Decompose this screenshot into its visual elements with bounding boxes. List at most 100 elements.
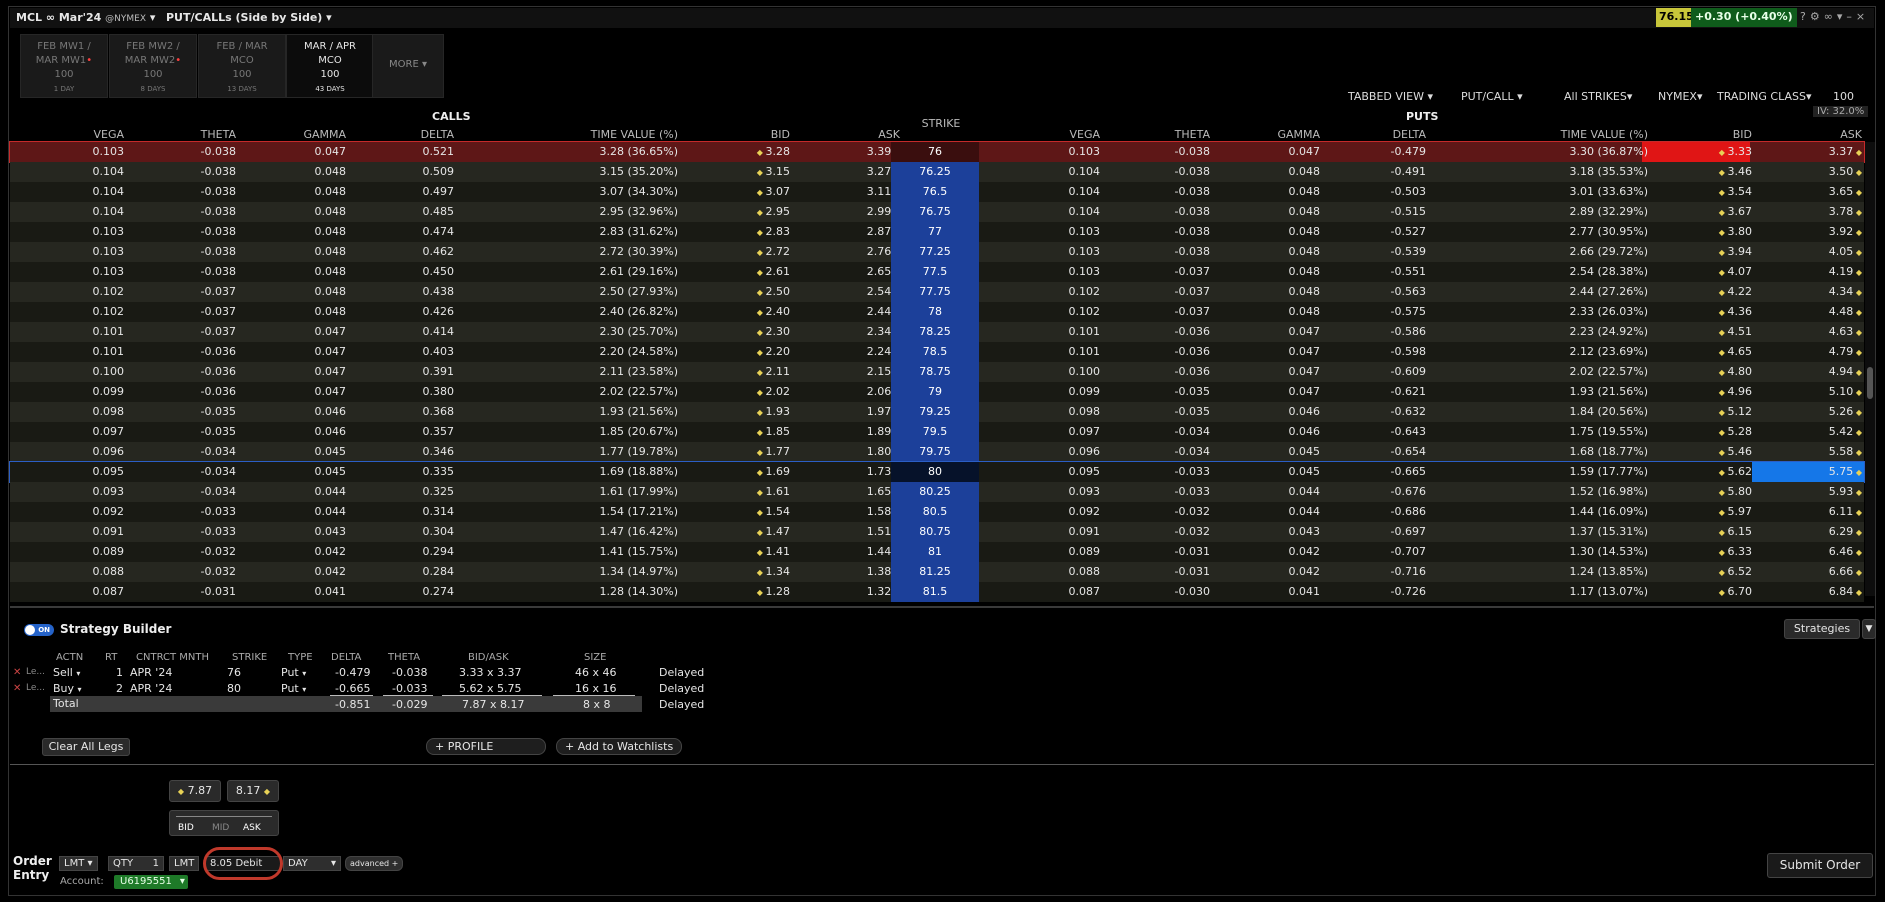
call-bid-cell[interactable]: ◆ 1.85 xyxy=(757,425,790,438)
close-icon[interactable]: × xyxy=(1855,10,1870,23)
put-bid-cell[interactable]: ◆ 4.80 xyxy=(1719,365,1752,378)
strike-cell[interactable]: 76 xyxy=(891,142,979,162)
calls-delta-header[interactable]: DELTA xyxy=(420,128,454,141)
call-bid-cell[interactable]: ◆ 2.20 xyxy=(757,345,790,358)
call-bid-cell[interactable]: ◆ 1.28 xyxy=(757,585,790,598)
strike-cell[interactable]: 81.5 xyxy=(891,582,979,602)
put-bid-cell[interactable]: ◆ 6.70 xyxy=(1719,585,1752,598)
ask-price-button[interactable]: 8.17 ◆ xyxy=(227,780,279,802)
leg-type[interactable]: Put ▾ xyxy=(281,666,306,679)
strike-cell[interactable]: 79.5 xyxy=(891,422,979,442)
clear-all-legs-button[interactable]: Clear All Legs xyxy=(42,738,130,756)
strike-cell[interactable]: 77.5 xyxy=(891,262,979,282)
put-bid-cell[interactable]: ◆ 5.80 xyxy=(1719,485,1752,498)
chain-row[interactable]: 0.101 -0.036 0.047 0.403 2.20 (24.58%) ◆ 2.20… xyxy=(10,342,1864,362)
scrollbar-thumb[interactable] xyxy=(1867,367,1873,399)
leg-strike[interactable]: 80 xyxy=(227,682,241,695)
calls-ask-header[interactable]: ASK xyxy=(878,128,900,141)
put-ask-cell[interactable]: 4.34 ◆ xyxy=(1829,285,1862,298)
strategies-dropdown-icon[interactable]: ▼ xyxy=(1862,619,1876,639)
strike-cell[interactable]: 81 xyxy=(891,542,979,562)
strike-cell[interactable]: 79.75 xyxy=(891,442,979,462)
add-to-watchlists-button[interactable]: + Add to Watchlists xyxy=(556,738,683,755)
put-bid-cell[interactable]: ◆ 5.28 xyxy=(1719,425,1752,438)
put-ask-cell[interactable]: 5.75 ◆ xyxy=(1829,465,1862,478)
advanced-button[interactable]: advanced + xyxy=(345,856,404,871)
put-ask-cell[interactable]: 4.19 ◆ xyxy=(1829,265,1862,278)
strategies-button[interactable]: Strategies xyxy=(1784,619,1860,639)
call-bid-cell[interactable]: ◆ 2.30 xyxy=(757,325,790,338)
call-bid-cell[interactable]: ◆ 3.28 xyxy=(757,145,790,158)
call-bid-cell[interactable]: ◆ 1.54 xyxy=(757,505,790,518)
calls-gamma-header[interactable]: GAMMA xyxy=(303,128,346,141)
put-ask-cell[interactable]: 6.46 ◆ xyxy=(1829,545,1862,558)
strike-cell[interactable]: 78.75 xyxy=(891,362,979,382)
leg-strike[interactable]: 76 xyxy=(227,666,241,679)
expiry-tab-2[interactable]: FEB / MAR MCO 100 13 DAYS xyxy=(198,34,286,98)
time-in-force-select[interactable]: DAY ▾ xyxy=(283,856,341,871)
leg-ratio[interactable]: 2 xyxy=(116,682,123,695)
strike-cell[interactable]: 76.5 xyxy=(891,182,979,202)
put-ask-cell[interactable]: 5.26 ◆ xyxy=(1829,405,1862,418)
slider-ask-label[interactable]: ASK xyxy=(243,823,261,833)
put-bid-cell[interactable]: ◆ 5.46 xyxy=(1719,445,1752,458)
slider-bid-label[interactable]: BID xyxy=(178,823,194,833)
chain-row[interactable]: 0.101 -0.037 0.047 0.414 2.30 (25.70%) ◆ 2.30… xyxy=(10,322,1864,342)
leg-action[interactable]: Sell ▾ xyxy=(53,666,80,679)
put-ask-cell[interactable]: 4.63 ◆ xyxy=(1829,325,1862,338)
order-type-select[interactable]: LMT ▾ xyxy=(59,856,98,871)
put-bid-cell[interactable]: ◆ 4.51 xyxy=(1719,325,1752,338)
call-bid-cell[interactable]: ◆ 2.83 xyxy=(757,225,790,238)
put-bid-cell[interactable]: ◆ 5.62 xyxy=(1719,465,1752,478)
put-bid-cell[interactable]: ◆ 3.54 xyxy=(1719,185,1752,198)
put-bid-cell[interactable]: ◆ 3.33 xyxy=(1719,145,1752,158)
chain-row[interactable]: 0.095 -0.034 0.045 0.335 1.69 (18.88%) ◆ 1.69… xyxy=(9,461,1865,483)
call-bid-cell[interactable]: ◆ 3.07 xyxy=(757,185,790,198)
put-bid-cell[interactable]: ◆ 3.67 xyxy=(1719,205,1752,218)
chain-row[interactable]: 0.102 -0.037 0.048 0.426 2.40 (26.82%) ◆ 2.40… xyxy=(10,302,1864,322)
calls-theta-header[interactable]: THETA xyxy=(200,128,236,141)
expiry-tab-1[interactable]: FEB MW2 / MAR MW2• 100 8 DAYS xyxy=(109,34,197,98)
call-bid-cell[interactable]: ◆ 1.41 xyxy=(757,545,790,558)
put-call-dropdown[interactable]: PUT/CALL ▾ xyxy=(1461,90,1523,103)
help-icon[interactable]: ? xyxy=(1800,10,1810,23)
put-bid-cell[interactable]: ◆ 4.96 xyxy=(1719,385,1752,398)
put-ask-cell[interactable]: 4.79 ◆ xyxy=(1829,345,1862,358)
call-bid-cell[interactable]: ◆ 2.40 xyxy=(757,305,790,318)
remove-leg-icon[interactable]: ✕ xyxy=(13,683,22,694)
put-bid-cell[interactable]: ◆ 3.94 xyxy=(1719,245,1752,258)
strike-cell[interactable]: 81.25 xyxy=(891,562,979,582)
strike-cell[interactable]: 76.75 xyxy=(891,202,979,222)
call-bid-cell[interactable]: ◆ 2.72 xyxy=(757,245,790,258)
put-ask-cell[interactable]: 4.94 ◆ xyxy=(1829,365,1862,378)
chain-row[interactable]: 0.103 -0.038 0.047 0.521 3.28 (36.65%) ◆ 3.28… xyxy=(9,141,1865,163)
put-ask-cell[interactable]: 6.84 ◆ xyxy=(1829,585,1862,598)
strike-cell[interactable]: 80 xyxy=(891,462,979,482)
strike-cell[interactable]: 80.5 xyxy=(891,502,979,522)
puts-ask-header[interactable]: ASK xyxy=(1840,128,1862,141)
put-ask-cell[interactable]: 3.65 ◆ xyxy=(1829,185,1862,198)
link-icon[interactable]: ∞ xyxy=(1823,10,1837,23)
leg-month[interactable]: APR '24 xyxy=(130,666,173,679)
puts-theta-header[interactable]: THETA xyxy=(1174,128,1210,141)
strike-cell[interactable]: 77 xyxy=(891,222,979,242)
put-ask-cell[interactable]: 6.11 ◆ xyxy=(1829,505,1862,518)
calls-vega-header[interactable]: VEGA xyxy=(93,128,124,141)
chain-row[interactable]: 0.103 -0.038 0.048 0.462 2.72 (30.39%) ◆ 2.72… xyxy=(10,242,1864,262)
call-bid-cell[interactable]: ◆ 1.69 xyxy=(757,465,790,478)
put-bid-cell[interactable]: ◆ 4.65 xyxy=(1719,345,1752,358)
chain-row[interactable]: 0.104 -0.038 0.048 0.509 3.15 (35.20%) ◆ 3.15… xyxy=(10,162,1864,182)
puts-bid-header[interactable]: BID xyxy=(1732,128,1752,141)
puts-delta-header[interactable]: DELTA xyxy=(1392,128,1426,141)
put-bid-cell[interactable]: ◆ 6.33 xyxy=(1719,545,1752,558)
leg-month[interactable]: APR '24 xyxy=(130,682,173,695)
strike-cell[interactable]: 78.5 xyxy=(891,342,979,362)
strike-cell[interactable]: 78 xyxy=(891,302,979,322)
put-ask-cell[interactable]: 6.66 ◆ xyxy=(1829,565,1862,578)
put-bid-cell[interactable]: ◆ 3.46 xyxy=(1719,165,1752,178)
put-ask-cell[interactable]: 4.48 ◆ xyxy=(1829,305,1862,318)
chain-row[interactable]: 0.089 -0.032 0.042 0.294 1.41 (15.75%) ◆ 1.41… xyxy=(10,542,1864,562)
strike-cell[interactable]: 76.25 xyxy=(891,162,979,182)
strike-cell[interactable]: 80.75 xyxy=(891,522,979,542)
exchange-dropdown[interactable]: NYMEX▾ xyxy=(1658,90,1702,103)
